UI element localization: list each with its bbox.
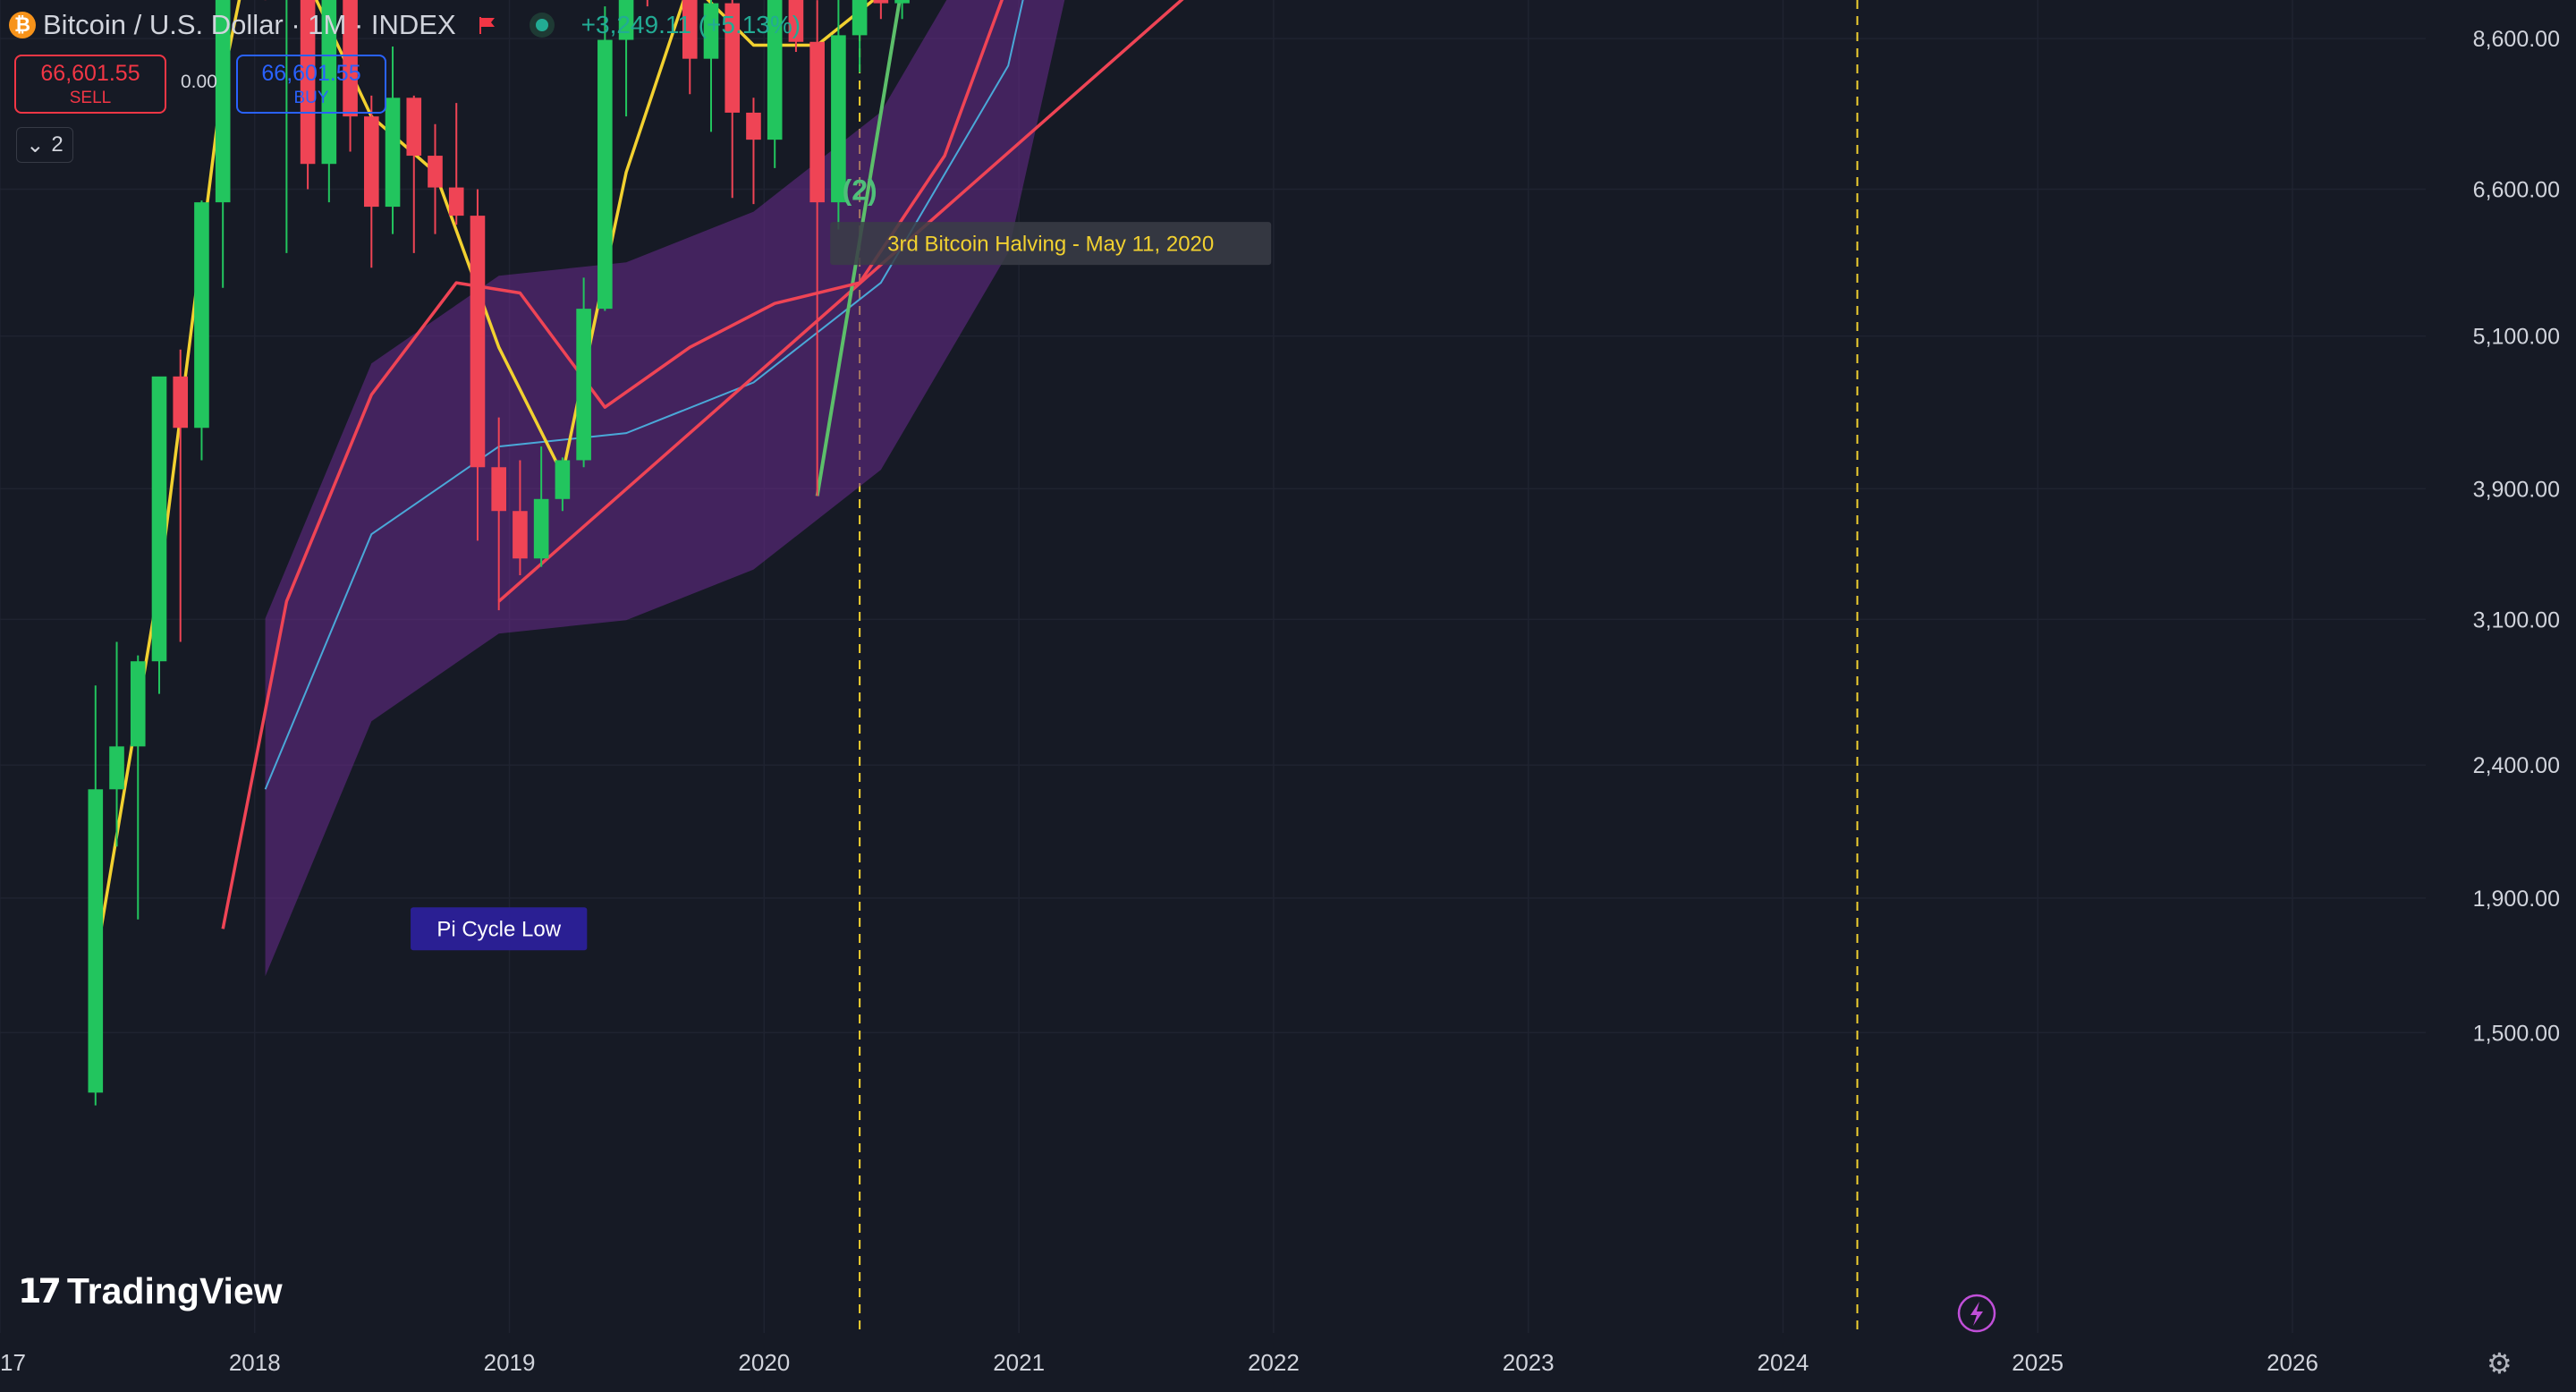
annotation-box [411, 907, 588, 951]
y-tick-label: 1,500.00 [2473, 1021, 2560, 1046]
bitcoin-logo-icon: ₿ [9, 12, 36, 38]
x-tick-label: 2025 [2012, 1349, 2063, 1376]
annotation-label[interactable]: 3rd Bitcoin Halving - May 11, 2020 [830, 222, 1272, 266]
buy-label: BUY [293, 88, 329, 107]
candle[interactable] [491, 467, 506, 512]
candle[interactable] [809, 41, 825, 203]
wave-label: (2) [843, 174, 877, 207]
spread-value: 0.00 [181, 72, 217, 92]
candle[interactable] [194, 202, 209, 429]
market-status-icon [529, 13, 555, 38]
x-tick-label: 2019 [484, 1349, 536, 1376]
candle[interactable] [448, 187, 464, 216]
sell-button[interactable]: 66,601.55 SELL [14, 55, 166, 114]
x-tick-label: 2020 [738, 1349, 790, 1376]
sell-label: SELL [69, 88, 112, 107]
candle[interactable] [703, 3, 719, 59]
y-tick-label: 6,600.00 [2473, 178, 2560, 203]
y-tick-label: 3,100.00 [2473, 607, 2560, 632]
indicators-collapse-button[interactable]: ⌄ 2 [16, 127, 73, 163]
wave-labels: (1)(2)(3)(4)(5)ABC12345 [843, 174, 877, 207]
x-tick-label: 2018 [229, 1349, 281, 1376]
candle[interactable] [428, 156, 443, 188]
sell-price: 66,601.55 [40, 60, 140, 86]
chart-header: ₿ Bitcoin / U.S. Dollar · 1M · INDEX +3,… [9, 5, 801, 45]
y-tick-label: 2,400.00 [2473, 753, 2560, 778]
candle[interactable] [852, 0, 868, 36]
candle[interactable] [130, 661, 146, 747]
candle[interactable] [873, 0, 889, 4]
x-tick-label: 2023 [1503, 1349, 1555, 1376]
candle[interactable] [406, 98, 422, 157]
candle[interactable] [300, 0, 316, 165]
symbol-title[interactable]: Bitcoin / U.S. Dollar · 1M · INDEX [43, 9, 456, 40]
tradingview-wordmark: TradingView [66, 1270, 283, 1311]
candle[interactable] [215, 0, 231, 203]
candles [88, 0, 910, 1106]
buy-button[interactable]: 66,601.55 BUY [236, 55, 386, 114]
tradingview-logo[interactable]: 𝟭𝟳 TradingView [18, 1270, 283, 1312]
candle[interactable] [109, 746, 124, 790]
y-axis: 1,500.00 1,900.00 2,400.00 3,100.00 3,900.00… [2473, 27, 2560, 1046]
candle[interactable] [576, 309, 591, 461]
candle[interactable] [470, 216, 486, 468]
candle[interactable] [831, 35, 846, 203]
candle[interactable] [88, 789, 104, 1093]
band-midline [264, 0, 1024, 790]
price-change: +3,249.11 (+5.13%) [580, 11, 801, 38]
x-tick-label: 2024 [1758, 1349, 1809, 1376]
y-tick-label: 5,100.00 [2473, 325, 2560, 350]
annotation-box [830, 222, 1272, 266]
annotation-text: Pi Cycle Low [436, 918, 561, 942]
trendlines [497, 0, 2282, 603]
candle[interactable] [513, 511, 528, 559]
candle[interactable] [724, 3, 741, 113]
candle[interactable] [363, 116, 379, 208]
flag-icon[interactable] [478, 15, 497, 35]
candle[interactable] [533, 498, 549, 559]
chevron-down-icon: ⌄ [26, 132, 45, 157]
annotation-label[interactable]: Pi Cycle Low [411, 907, 588, 951]
x-axis: 2017 2018 2019 2020 2021 2022 2023 2024 2025 2026 [0, 1349, 2318, 1376]
lightning-icon[interactable] [1957, 1294, 1996, 1333]
candle[interactable] [682, 0, 698, 59]
x-tick-label: 2022 [1248, 1349, 1300, 1376]
candle[interactable] [343, 0, 358, 117]
candle[interactable] [151, 376, 167, 662]
candle[interactable] [746, 112, 761, 140]
candle[interactable] [385, 98, 401, 208]
x-tick-label: 2017 [0, 1349, 26, 1376]
candle[interactable] [894, 0, 910, 4]
buy-price: 66,601.55 [261, 60, 361, 86]
y-tick-label: 1,900.00 [2473, 887, 2560, 912]
y-tick-label: 3,900.00 [2473, 477, 2560, 502]
series-btc-low---long-sma[interactable] [221, 0, 1985, 929]
candle[interactable] [597, 39, 613, 310]
indicator-count: 2 [51, 132, 64, 157]
candle[interactable] [555, 460, 571, 499]
candle[interactable] [618, 0, 634, 40]
trendline-uptrend_support[interactable] [497, 0, 2282, 603]
candle[interactable] [767, 0, 783, 140]
annotation-text: 3rd Bitcoin Halving - May 11, 2020 [887, 233, 1214, 257]
candle[interactable] [321, 0, 337, 165]
y-tick-label: 8,600.00 [2473, 27, 2560, 52]
annotations: Pi Cycle HighPi Cycle LowPi Cycle Low3rd… [411, 222, 1272, 951]
candle[interactable] [173, 376, 189, 429]
lightning-circle [1957, 1294, 1996, 1333]
x-tick-label: 2026 [2267, 1349, 2318, 1376]
lightning-bolt [1970, 1302, 1983, 1326]
gear-icon[interactable]: ⚙ [2487, 1347, 2512, 1379]
candle[interactable] [788, 0, 804, 42]
tradingview-mark-icon: 𝟭𝟳 [18, 1273, 62, 1311]
x-tick-label: 2021 [993, 1349, 1045, 1376]
